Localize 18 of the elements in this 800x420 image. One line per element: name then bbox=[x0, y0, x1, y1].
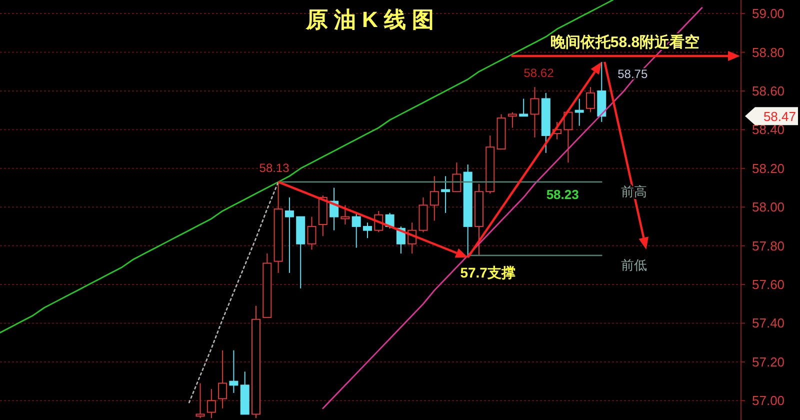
title: 原 油 K 线 图 bbox=[306, 7, 434, 32]
y-tick-label: 58.80 bbox=[752, 44, 785, 60]
annotation: 58.23 bbox=[546, 186, 579, 202]
annotation: 晚间依托58.8附近看空 bbox=[550, 34, 700, 51]
annotation: 58.62 bbox=[524, 66, 554, 80]
y-tick-label: 59.00 bbox=[752, 6, 785, 22]
y-tick-label: 58.60 bbox=[752, 83, 785, 98]
y-tick-label: 58.00 bbox=[752, 200, 785, 215]
y-tick-label: 57.00 bbox=[752, 393, 785, 408]
y-tick-label: 57.40 bbox=[752, 316, 785, 331]
y-tick-label: 57.20 bbox=[752, 354, 785, 370]
annotation: 58.47 bbox=[745, 107, 798, 126]
y-tick-label: 57.60 bbox=[752, 277, 785, 292]
y-tick-label: 57.80 bbox=[752, 238, 785, 254]
annotation: 前低 bbox=[621, 257, 647, 272]
annotation: 58.13 bbox=[259, 160, 290, 175]
y-tick-label: 58.20 bbox=[752, 160, 785, 176]
annotation: 57.7支撑 bbox=[460, 264, 516, 280]
